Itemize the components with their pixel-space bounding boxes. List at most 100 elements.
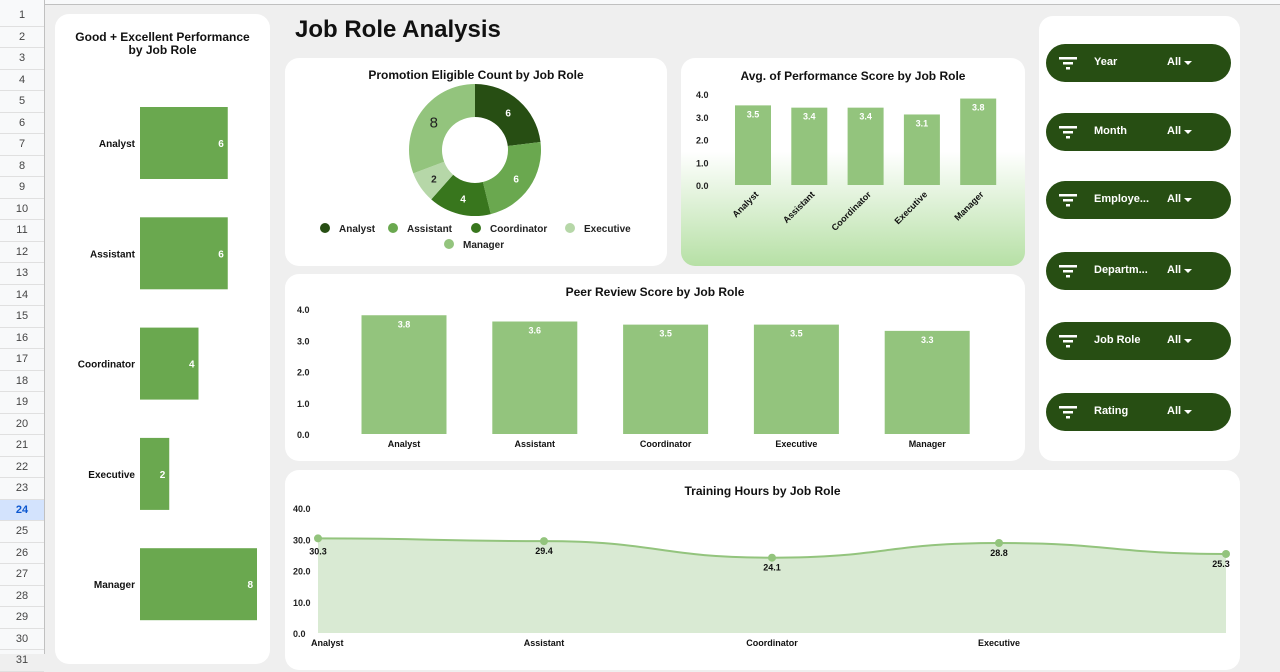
row-header[interactable]: 25 [0,521,44,543]
page-title: Job Role Analysis [295,16,501,43]
filter-rating[interactable]: Rating All [1046,393,1231,431]
y-tick: 40.0 [293,504,311,514]
slice-label: 6 [505,109,511,120]
chart-title: Avg. of Performance Score by Job Role [740,69,966,83]
data-point [995,539,1003,547]
x-tick: Manager [952,189,986,223]
filter-label: Departm... [1094,264,1148,276]
row-header[interactable]: 27 [0,564,44,586]
bar [847,107,884,185]
y-tick: 4.0 [297,305,310,315]
row-header[interactable]: 7 [0,134,44,156]
point-label: 28.8 [990,548,1008,558]
bar-value: 3.4 [803,112,816,122]
filter-value[interactable]: All [1167,334,1182,346]
filter-departm[interactable]: Departm... All [1046,252,1231,290]
y-tick: 2.0 [696,136,709,146]
row-header[interactable]: 6 [0,113,44,134]
column-header-bar [45,0,1280,5]
row-header[interactable]: 11 [0,220,44,242]
row-header[interactable]: 12 [0,242,44,263]
filter-label: Employe... [1094,193,1150,205]
filter-icon [1059,406,1077,419]
row-header[interactable]: 15 [0,306,44,328]
filter-month[interactable]: Month All [1046,113,1231,151]
bar-value: 3.3 [921,335,934,345]
row-header[interactable]: 18 [0,371,44,392]
row-header[interactable]: 21 [0,435,44,457]
bar-value: 8 [247,580,253,591]
filter-value[interactable]: All [1167,56,1182,68]
row-header[interactable]: 9 [0,177,44,199]
row-header[interactable]: 4 [0,70,44,91]
slice-label: 4 [460,195,466,206]
dropdown-arrow-icon[interactable] [1184,130,1192,134]
data-point [1222,549,1230,558]
row-header[interactable]: 19 [0,392,44,414]
bar [140,217,228,290]
filter-year[interactable]: Year All [1046,44,1231,82]
legend-label: Analyst [339,224,376,235]
bar-value: 3.4 [859,112,872,122]
row-header[interactable]: 8 [0,156,44,177]
filter-icon [1059,126,1077,139]
row-header[interactable]: 29 [0,607,44,629]
row-header[interactable]: 3 [0,48,44,70]
x-tick: Manager [909,439,947,449]
bar [623,324,709,434]
row-header[interactable]: 1 [0,5,44,27]
area-fill [318,538,1226,633]
bar [753,324,839,434]
row-header[interactable]: 10 [0,199,44,220]
donut-slice [413,161,454,200]
x-tick: Coordinator [830,189,874,233]
x-tick: Analyst [730,189,760,219]
row-header[interactable]: 13 [0,263,44,285]
row-header[interactable]: 5 [0,91,44,113]
y-tick: 30.0 [293,535,311,545]
row-header[interactable]: 30 [0,629,44,650]
good-excellent-card: Good + Excellent Performance by Job Role… [55,14,270,664]
row-header[interactable]: 17 [0,349,44,371]
row-header[interactable]: 26 [0,543,44,564]
dropdown-arrow-icon[interactable] [1184,410,1192,414]
dropdown-arrow-icon[interactable] [1184,339,1192,343]
filter-value[interactable]: All [1167,193,1182,205]
row-header[interactable]: 28 [0,586,44,607]
row-header[interactable]: 20 [0,414,44,435]
filter-value[interactable]: All [1167,405,1182,417]
dropdown-arrow-icon[interactable] [1184,61,1192,65]
y-tick: 0.0 [293,629,306,639]
bar-value: 6 [218,249,224,260]
peer-review-chart: 0.0 1.0 2.0 3.0 4.0 3.8 Analyst 3.6 Assistant 3.5… [297,305,970,449]
filter-icon [1059,265,1077,278]
row-header[interactable]: 22 [0,457,44,478]
row-header[interactable]: 16 [0,328,44,349]
filter-value[interactable]: All [1167,125,1182,137]
bar-value: 6 [218,139,224,150]
slice-label: 6 [513,174,519,185]
filter-icon [1059,194,1077,207]
row-header[interactable]: 24 [0,499,44,521]
bar [140,437,170,510]
row-header[interactable]: 31 [0,650,44,672]
filter-job-role[interactable]: Job Role All [1046,322,1231,360]
row-header[interactable]: 2 [0,27,44,48]
filter-employe[interactable]: Employe... All [1046,181,1231,219]
bar [492,321,578,434]
chart-title: Peer Review Score by Job Role [565,285,745,299]
y-tick: 10.0 [293,598,311,608]
chart-title: Good + Excellent Performance by Job Role [75,30,250,57]
bar-label: Manager [94,580,135,591]
row-header[interactable]: 14 [0,285,44,306]
dropdown-arrow-icon[interactable] [1184,269,1192,273]
avg-performance-chart: 0.0 1.0 2.0 3.0 4.0 3.5 Analyst 3.4 Assistant 3.4… [696,90,997,233]
row-header[interactable]: 23 [0,478,44,500]
dropdown-arrow-icon[interactable] [1184,198,1192,202]
data-point [314,534,322,543]
legend-swatch [388,223,398,233]
bar-value: 3.6 [529,326,542,336]
x-tick: Coordinator [746,638,798,648]
filter-value[interactable]: All [1167,264,1182,276]
bar-value: 3.5 [790,329,803,339]
